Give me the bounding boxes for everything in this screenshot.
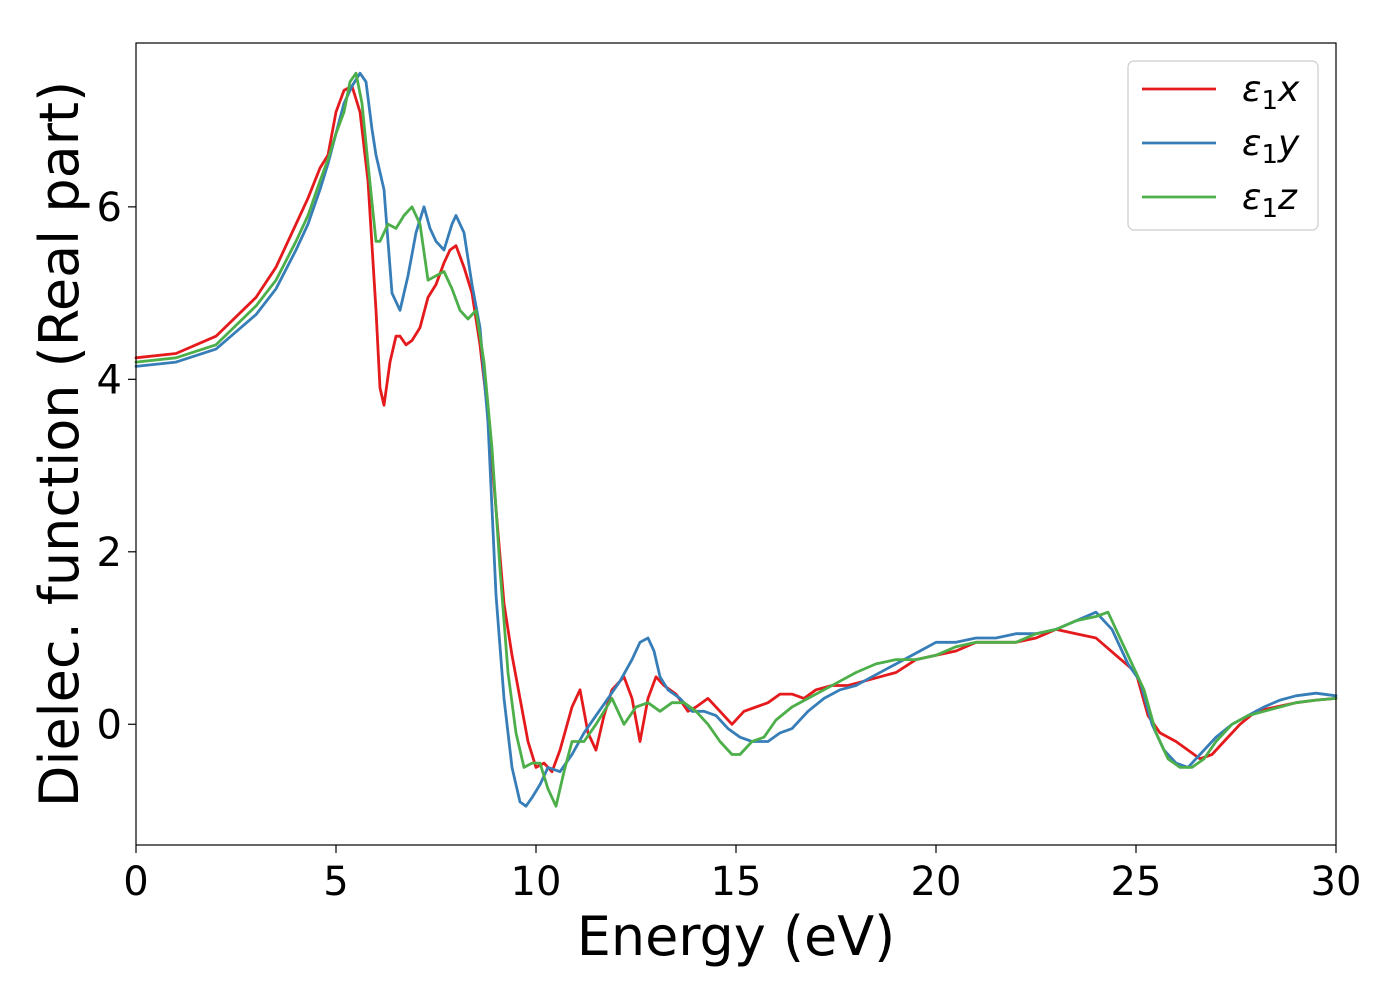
series-line-x [134, 84, 1338, 774]
axis-ticks: 0 5 10 15 20 25 30 0 2 4 6 [97, 185, 1362, 905]
x-tick-label: 15 [711, 859, 762, 905]
legend-box [1127, 60, 1319, 231]
y-axis-label: Dielec. function (Real part) [28, 81, 91, 807]
y-tick-label: 0 [97, 702, 122, 748]
legend-label-z: ε1z [1242, 177, 1298, 224]
x-axis-label: Energy (eV) [577, 905, 896, 968]
plot-frame [135, 42, 1337, 846]
y-tick-label: 4 [97, 357, 122, 403]
series-line-y [134, 71, 1338, 808]
x-tick-label: 10 [511, 859, 562, 905]
x-tick-label: 25 [1111, 859, 1162, 905]
series-line-z [134, 71, 1338, 808]
x-tick-label: 30 [1311, 859, 1362, 905]
legend-label-y: ε1y [1242, 123, 1300, 170]
y-tick-label: 2 [97, 530, 122, 576]
x-tick-label: 20 [911, 859, 962, 905]
x-tick-label: 0 [123, 859, 148, 905]
legend-label-x: ε1x [1242, 69, 1300, 116]
y-tick-label: 6 [97, 185, 122, 231]
legend: ε1x ε1y ε1z [1127, 60, 1319, 231]
plot-lines [134, 71, 1338, 808]
x-tick-label: 5 [323, 859, 348, 905]
